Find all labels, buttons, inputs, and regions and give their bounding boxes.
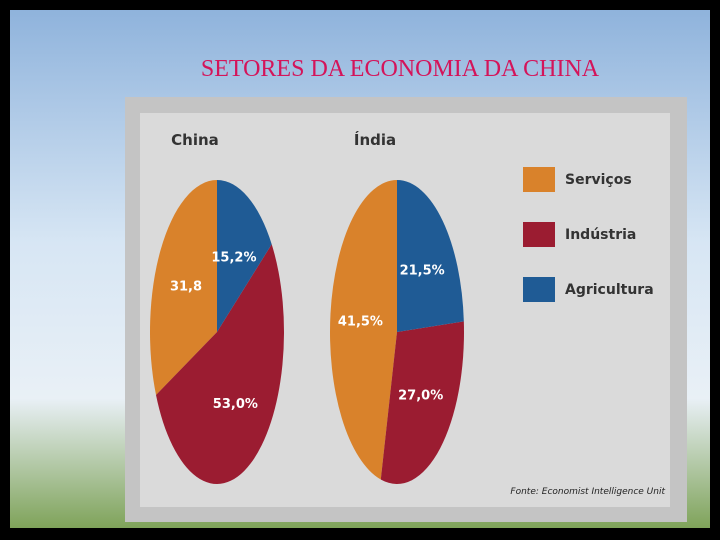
pie-slice [380, 321, 465, 484]
slice-label: 31,8 [170, 279, 202, 294]
pie-title: China [171, 131, 219, 149]
slice-label: 21,5% [400, 263, 445, 278]
slide-title: SETORES DA ECONOMIA DA CHINA [201, 56, 600, 82]
pie-slice [156, 244, 285, 485]
slice-label: 15,2% [211, 250, 256, 265]
pie-slice [217, 180, 272, 332]
slice-label: 41,5% [338, 314, 383, 329]
pie-title: Índia [354, 130, 396, 149]
pie-slice [150, 180, 217, 395]
slice-label: 27,0% [398, 389, 443, 404]
source-note: Fonte: Economist Intelligence Unit [510, 487, 665, 497]
legend-swatch [523, 222, 555, 247]
pie-slice [397, 180, 464, 332]
legend-swatch [523, 277, 555, 302]
legend-label: Serviços [565, 172, 632, 188]
pie-slice [329, 180, 397, 480]
slice-label: 53,0% [213, 397, 258, 412]
legend-swatch [523, 167, 555, 192]
legend-label: Agricultura [565, 282, 654, 298]
legend-label: Indústria [565, 227, 636, 243]
